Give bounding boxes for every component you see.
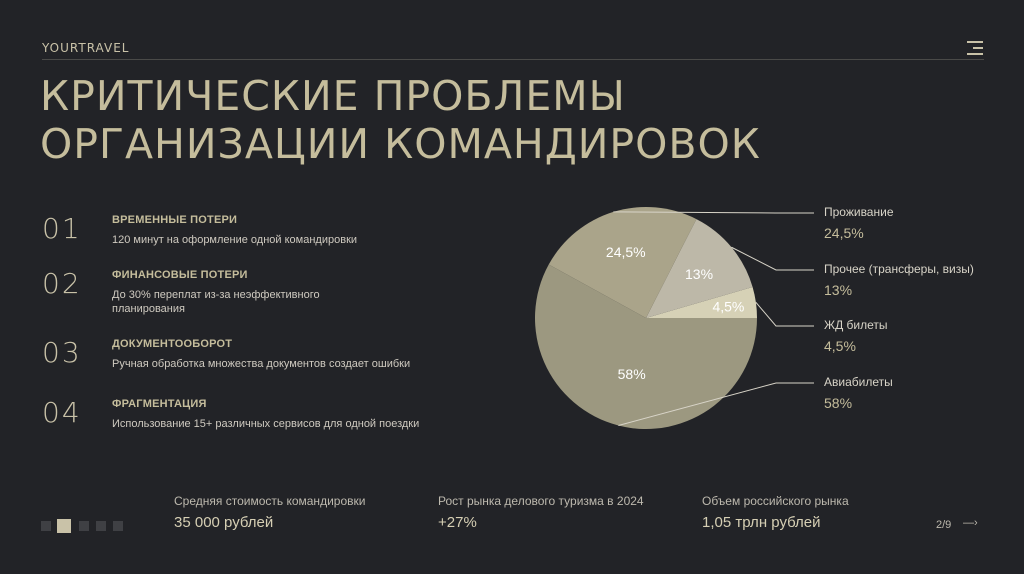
pie-leader-line [618,382,814,426]
problem-description: До 30% переплат из-за неэффективного пла… [112,289,320,315]
pagination-dot-active[interactable] [57,519,71,533]
pie-slice [534,264,757,430]
legend-value: 13% [824,282,853,298]
legend-label: Авиабилеты [824,375,893,389]
page-title-line-2: организации командировок [40,120,761,168]
problem-title: ФРАГМЕНТАЦИЯ [112,398,207,410]
stat-label: Средняя стоимость командировки [174,494,366,508]
legend-label: Прочее (трансферы, визы) [824,262,974,276]
pagination-dot[interactable] [113,521,123,531]
stat-label: Объем российского рынка [702,494,849,508]
pie-slice-label: 13% [685,266,713,282]
menu-line [967,53,983,55]
pie-slice-label: 4,5% [712,298,744,314]
problem-title: ДОКУМЕНТООБОРОТ [112,338,233,350]
menu-line [967,41,983,43]
stat-market-growth: Рост рынка делового туризма в 2024 +27% [438,494,644,531]
problem-number: 02 [42,267,82,300]
pie-leader-line [613,211,814,214]
menu-line [973,47,983,49]
problem-item: 01 ВРЕМЕННЫЕ ПОТЕРИ 120 минут на оформле… [42,212,462,262]
legend-item-housing: Проживание 24,5% [824,205,1014,241]
legend-item-other: Прочее (трансферы, визы) 13% [824,262,1014,298]
brand-logo: YOURTRAVEL [42,41,130,55]
legend-value: 24,5% [824,225,864,241]
stat-value: +27% [438,514,477,531]
legend-label: Проживание [824,205,894,219]
problem-number: 01 [42,212,82,245]
pagination-dot[interactable] [79,521,89,531]
stat-market-volume: Объем российского рынка 1,05 трлн рублей [702,494,849,531]
legend-item-rail: ЖД билеты 4,5% [824,318,1014,354]
page-counter: 2/9 [936,519,952,531]
page-title-line-1: Критические проблемы [40,72,626,120]
problem-number: 04 [42,396,82,429]
problem-description: 120 минут на оформление одной командиров… [112,234,358,246]
problem-number: 03 [42,336,82,369]
legend-value: 4,5% [824,338,856,354]
stat-label: Рост рынка делового туризма в 2024 [438,494,644,508]
problem-title: ФИНАНСОВЫЕ ПОТЕРИ [112,269,248,281]
stat-value: 1,05 трлн рублей [702,514,821,531]
problem-title: ВРЕМЕННЫЕ ПОТЕРИ [112,214,238,226]
arrow-right-icon[interactable]: —› [963,517,978,529]
pie-leader-line [755,302,814,327]
problem-description: Использование 15+ различных сервисов для… [112,418,420,430]
pie-leader-line [731,246,814,271]
pie-slice [646,287,757,318]
legend-item-air: Авиабилеты 58% [824,375,1014,411]
header-divider [42,59,984,60]
stat-avg-cost: Средняя стоимость командировки 35 000 ру… [174,494,365,531]
stat-value: 35 000 рублей [174,514,274,531]
problem-item: 04 ФРАГМЕНТАЦИЯ Использование 15+ различ… [42,396,462,446]
hamburger-menu-icon[interactable] [967,41,983,55]
problem-item: 02 ФИНАНСОВЫЕ ПОТЕРИ До 30% переплат из-… [42,267,462,317]
pagination-dot[interactable] [96,521,106,531]
legend-value: 58% [824,395,853,411]
pie-slice [646,219,753,318]
pie-slice-label: 24,5% [606,244,646,260]
page-title: Критические проблемы организации команди… [40,72,840,168]
legend-label: ЖД билеты [824,318,888,332]
problem-description: Ручная обработка множества документов со… [112,358,411,370]
problem-item: 03 ДОКУМЕНТООБОРОТ Ручная обработка множ… [42,336,462,386]
pagination-dot[interactable] [41,521,51,531]
pie-slice-label: 58% [618,366,646,382]
pie-slice [548,207,697,318]
